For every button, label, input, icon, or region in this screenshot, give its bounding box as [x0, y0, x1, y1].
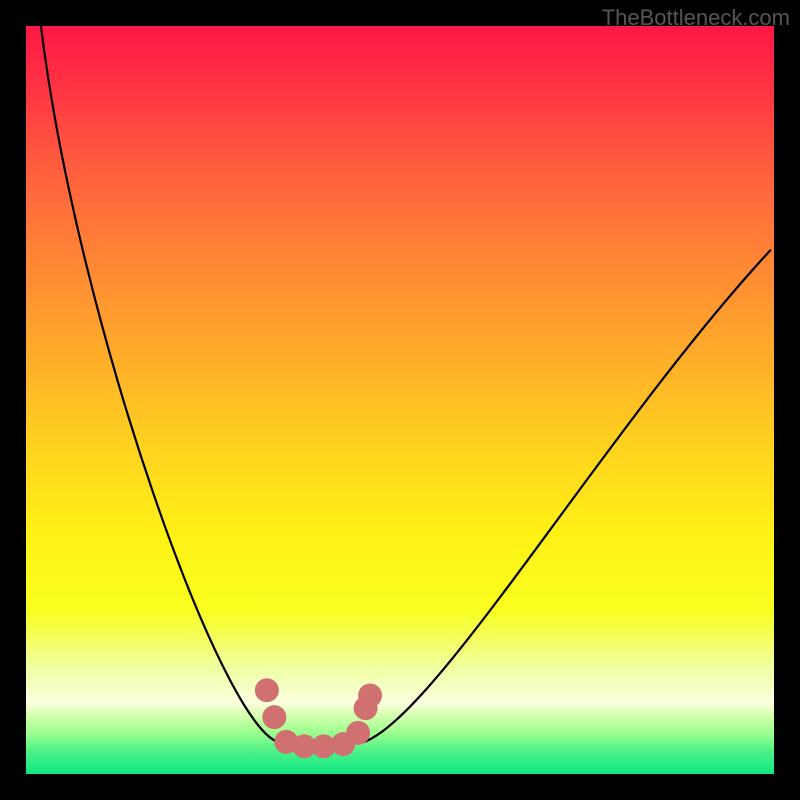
data-marker: [255, 678, 279, 702]
data-marker: [346, 721, 370, 745]
bottleneck-chart: [26, 26, 774, 774]
chart-background: [26, 26, 774, 774]
data-marker: [358, 683, 382, 707]
data-marker: [262, 705, 286, 729]
watermark-text: TheBottleneck.com: [602, 5, 790, 31]
